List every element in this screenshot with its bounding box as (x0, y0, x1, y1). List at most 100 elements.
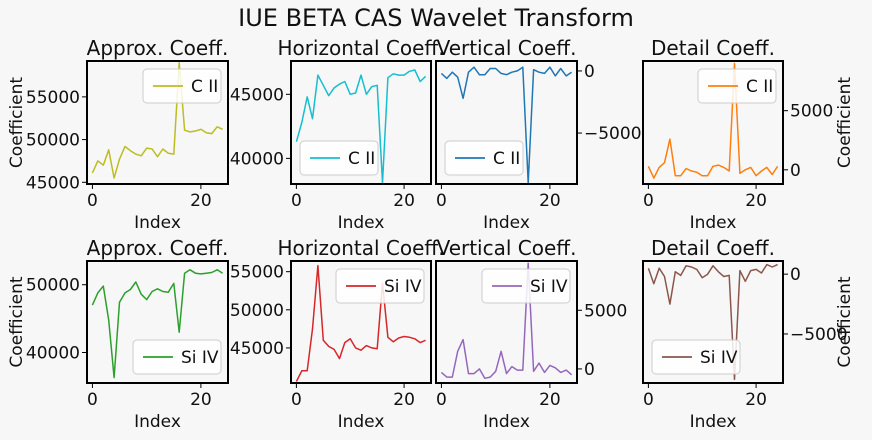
series-line (440, 262, 573, 380)
legend: C II (697, 68, 777, 104)
chart-panel-5: Approx. Coeff. 0 20 40000 50000 Index Coeffici… (7, 236, 229, 432)
plot-frame (86, 260, 229, 384)
x-tick-label: 0 (291, 191, 302, 211)
series-line (440, 66, 573, 184)
y-axis-label: Coefficient (835, 276, 855, 367)
panel-title: Detail Coeff. (651, 236, 775, 260)
y-tick-label: 45000 (26, 173, 80, 193)
legend: Si IV (481, 268, 571, 304)
panel-title: Approx. Coeff. (87, 236, 229, 260)
legend: Si IV (335, 268, 425, 304)
legend-label: C II (493, 149, 520, 169)
y-tick-label: 50000 (26, 131, 80, 151)
x-tick-label: 0 (436, 390, 447, 410)
x-axis-label: Index (338, 412, 385, 432)
series-line (91, 269, 223, 379)
plot-frame (435, 260, 578, 384)
legend-label: Si IV (530, 277, 568, 297)
chart-panel-6: Horizontal Coeff. 0 20 45000 50000 55000 Index… (230, 236, 445, 432)
y-tick-label: 55000 (26, 88, 80, 108)
figure-title: IUE BETA CAS Wavelet Transform (238, 4, 634, 32)
legend-label: C II (746, 77, 773, 97)
y-tick-label: 40000 (26, 344, 80, 364)
panel-title: Detail Coeff. (651, 36, 775, 60)
legend-box (335, 268, 425, 304)
x-tick-label: 0 (436, 191, 447, 211)
y-tick-label: 55000 (230, 263, 284, 283)
plot-frame (290, 60, 432, 185)
y-tick-label: 50000 (26, 276, 80, 296)
y-tick-label: −5000 (584, 124, 642, 144)
panel-title: Horizontal Coeff. (277, 236, 444, 260)
plot-frame (290, 260, 432, 384)
chart-panel-7: Vertical Coeff. 0 20 0 5000 Index Si IV (435, 236, 627, 432)
legend-label: C II (191, 77, 218, 97)
y-tick-label: 0 (584, 360, 595, 380)
x-tick-label: 0 (291, 390, 302, 410)
chart-panel-2: Horizontal Coeff. 0 20 40000 45000 Index C II (230, 36, 445, 233)
x-tick-label: 0 (643, 390, 654, 410)
x-tick-label: 0 (643, 191, 654, 211)
x-axis-label: Index (134, 213, 181, 233)
plot-frame (86, 60, 229, 185)
y-tick-label: 40000 (230, 149, 284, 169)
legend: C II (142, 68, 222, 104)
y-tick-label: 5000 (584, 301, 627, 321)
y-tick-label: −5000 (790, 325, 848, 345)
legend: Si IV (132, 339, 222, 375)
x-tick-label: 20 (539, 390, 561, 410)
x-axis-label: Index (483, 213, 530, 233)
series-line (295, 264, 426, 382)
series-line (647, 263, 778, 381)
x-tick-label: 20 (393, 390, 415, 410)
x-axis-label: Index (483, 412, 530, 432)
panel-title: Vertical Coeff. (437, 36, 577, 60)
series-line (647, 62, 779, 179)
panel-title: Approx. Coeff. (87, 36, 229, 60)
plot-frame (642, 60, 784, 185)
legend-box (132, 339, 222, 375)
legend-box (651, 339, 741, 375)
x-tick-label: 0 (87, 191, 98, 211)
series-line (91, 61, 223, 179)
y-tick-label: 50000 (230, 301, 284, 321)
x-tick-label: 20 (745, 390, 767, 410)
y-tick-label: 5000 (790, 102, 833, 122)
legend: Si IV (651, 339, 741, 375)
chart-panel-8: Detail Coeff. 0 20 −5000 0 Index Coefficient Si… (642, 236, 855, 432)
legend: C II (444, 140, 524, 176)
chart-panels: Approx. Coeff.0 20450005000055000IndexCoe… (7, 36, 855, 432)
x-axis-label: Index (690, 213, 737, 233)
y-axis-label: Coefficient (7, 77, 27, 168)
legend-box (481, 268, 571, 304)
x-tick-label: 20 (190, 191, 212, 211)
panel-title: Vertical Coeff. (437, 236, 577, 260)
y-tick-label: 45000 (230, 85, 284, 105)
chart-panel-3: Vertical Coeff. 0 20 −5000 0 Index C II (435, 36, 642, 233)
y-tick-label: 45000 (230, 339, 284, 359)
y-tick-label: 0 (790, 265, 801, 285)
x-tick-label: 20 (745, 191, 767, 211)
chart-panel-1: Approx. Coeff. 0 20 45000 50000 55000 Index Coe… (7, 36, 229, 233)
y-axis-label: Coefficient (835, 77, 855, 168)
plot-frame (435, 60, 578, 185)
x-tick-label: 0 (87, 390, 98, 410)
x-axis-label: Index (134, 412, 181, 432)
plot-frame (642, 260, 784, 384)
x-axis-label: Index (338, 213, 385, 233)
y-tick-label: 0 (584, 62, 595, 82)
legend: C II (299, 140, 379, 176)
x-tick-label: 20 (190, 390, 212, 410)
panel-title: Horizontal Coeff. (277, 36, 444, 60)
series-line (295, 69, 427, 184)
y-tick-label: 0 (790, 161, 801, 181)
chart-panel-4: Detail Coeff. 0 20 0 5000 Index Coefficient C I… (642, 36, 855, 233)
y-axis-label: Coefficient (7, 276, 27, 367)
x-axis-label: Index (690, 412, 737, 432)
x-tick-label: 20 (539, 191, 561, 211)
legend-label: Si IV (700, 348, 738, 368)
legend-label: C II (348, 149, 375, 169)
x-tick-label: 20 (393, 191, 415, 211)
legend-label: Si IV (384, 277, 422, 297)
